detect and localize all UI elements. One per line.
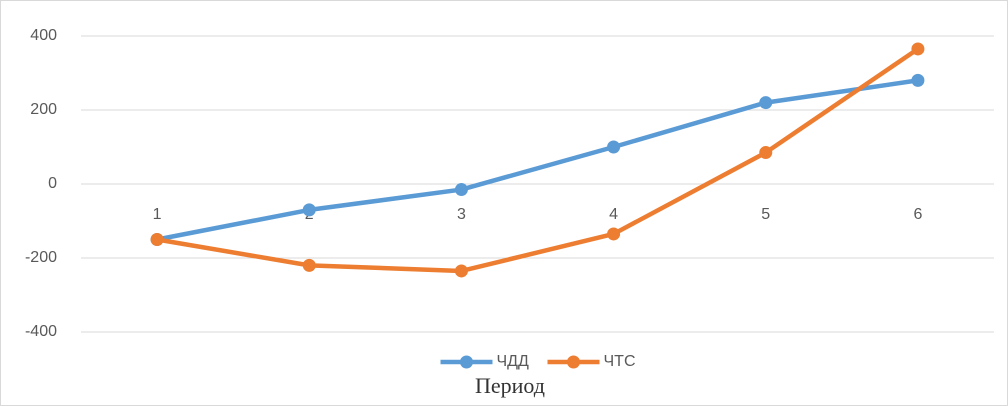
data-point — [302, 203, 316, 217]
legend-marker — [460, 355, 473, 369]
data-point — [911, 73, 925, 87]
data-point — [911, 42, 925, 56]
data-point — [607, 227, 621, 241]
x-axis-title: Период — [475, 373, 545, 398]
y-tick-label: 400 — [30, 27, 57, 44]
y-tick-label: -400 — [25, 323, 57, 340]
x-tick-label: 1 — [153, 206, 162, 223]
data-point — [150, 233, 164, 246]
y-tick-label: 0 — [48, 175, 57, 192]
data-point — [454, 264, 468, 278]
data-point — [302, 258, 316, 272]
legend-marker — [567, 355, 580, 369]
legend-label: ЧДД — [497, 353, 530, 370]
data-point — [759, 96, 773, 110]
x-tick-label: 5 — [761, 206, 770, 223]
series-line — [156, 78, 919, 242]
data-point — [454, 183, 468, 197]
y-tick-label: -200 — [25, 249, 57, 266]
x-tick-label: 6 — [913, 206, 922, 223]
x-tick-label: 4 — [609, 206, 618, 223]
y-tick-label: 200 — [30, 101, 57, 118]
x-tick-label: 3 — [457, 206, 466, 223]
series-line — [156, 47, 920, 274]
legend-label: ЧТС — [604, 353, 636, 370]
data-point — [759, 146, 773, 160]
data-point — [607, 140, 621, 154]
